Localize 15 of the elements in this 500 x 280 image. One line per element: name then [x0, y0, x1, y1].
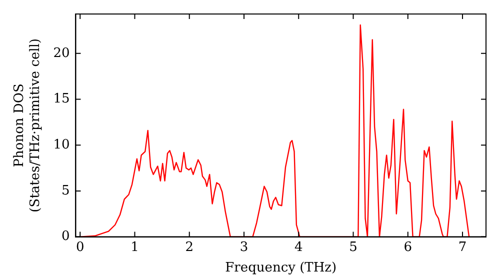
x-tick-label: 4: [294, 240, 303, 255]
y-tick-label: 5: [61, 183, 70, 198]
y-tick-label: 15: [53, 92, 70, 107]
x-tick-label: 2: [185, 240, 194, 255]
x-axis-title: Frequency (THz): [225, 260, 337, 276]
y-tick-label: 10: [53, 137, 70, 152]
x-tick-label: 5: [349, 240, 358, 255]
x-tick-label: 0: [76, 240, 84, 255]
x-tick-label: 7: [458, 240, 467, 255]
x-tick-label: 1: [130, 240, 139, 255]
y-tick-label: 0: [61, 229, 70, 244]
y-axis-title: Phonon DOS (States/THz·primitive cell): [12, 38, 43, 212]
x-tick-label: 6: [404, 240, 412, 255]
x-tick-label: 3: [240, 240, 248, 255]
y-tick-label: 20: [53, 46, 70, 61]
